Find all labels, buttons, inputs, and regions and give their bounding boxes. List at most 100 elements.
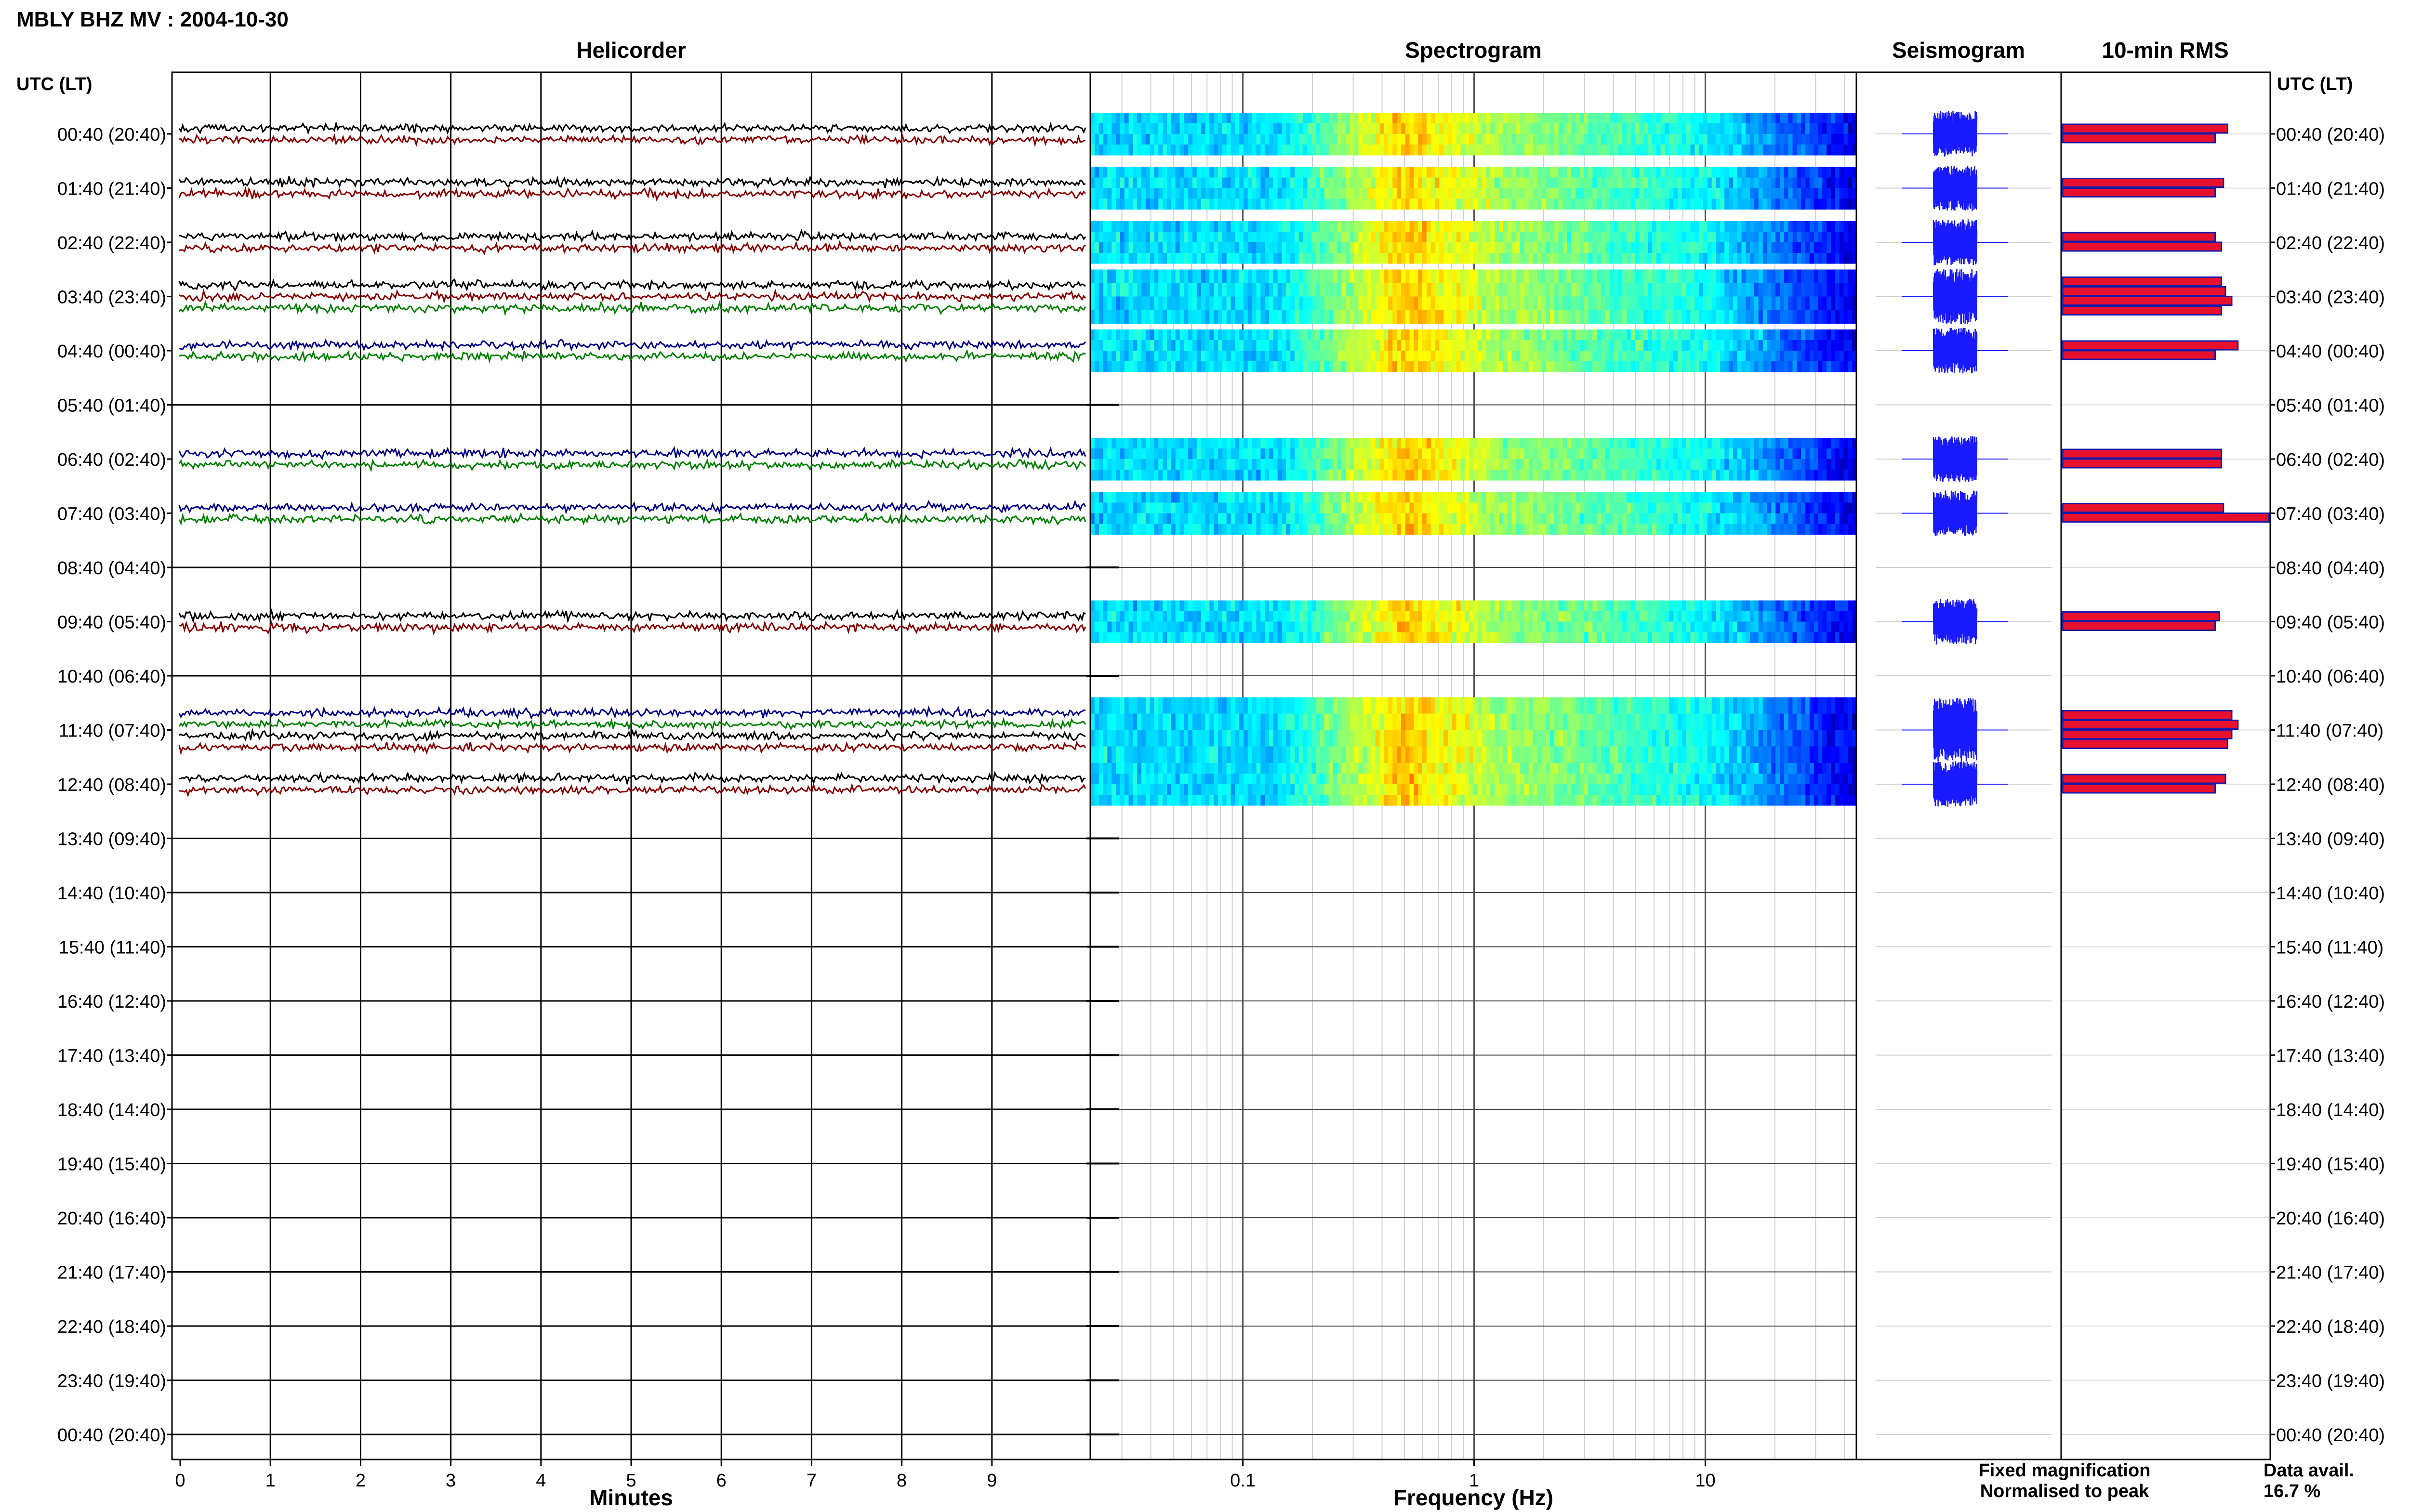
spectrogram-cell: [1652, 351, 1657, 362]
spectrogram-cell: [1295, 502, 1299, 514]
spectrogram-cell: [1307, 188, 1312, 199]
spectrogram-cell: [1805, 329, 1810, 341]
spectrogram-cell: [1307, 438, 1312, 449]
spectrogram-cell: [1116, 198, 1121, 210]
spectrogram-cell: [1116, 459, 1121, 470]
spectrogram-cell: [1771, 448, 1776, 460]
spectrogram-cell: [1397, 242, 1402, 253]
spectrogram-cell: [1333, 329, 1337, 341]
spectrogram-cell: [1503, 167, 1508, 178]
spectrogram-cell: [1094, 242, 1099, 253]
spectrogram-cell: [1469, 134, 1474, 145]
spectrogram-cell: [1852, 296, 1857, 311]
spectrogram-cell: [1733, 448, 1738, 460]
spectrogram-cell: [1741, 242, 1746, 253]
spectrogram-cell: [1835, 329, 1840, 341]
spectrogram-cell: [1244, 221, 1248, 232]
spectrogram-cell: [1298, 221, 1304, 232]
spectrogram-cell: [1711, 329, 1717, 341]
spectrogram-cell: [1145, 253, 1151, 264]
spectrogram-cell: [1499, 492, 1504, 503]
spectrogram-cell: [1541, 513, 1546, 525]
spectrogram-cell: [1652, 113, 1657, 124]
spectrogram-cell: [1346, 269, 1350, 284]
spectrogram-cell: [1282, 177, 1286, 189]
spectrogram-cell: [1750, 438, 1755, 449]
spectrogram-cell: [1397, 145, 1402, 156]
spectrogram-cell: [1184, 134, 1189, 145]
spectrogram-cell: [1746, 232, 1750, 243]
spectrogram-cell: [1269, 253, 1274, 264]
spectrogram-cell: [1401, 470, 1406, 481]
spectrogram-cell: [1762, 123, 1768, 134]
spectrogram-cell: [1426, 269, 1431, 284]
spectrogram-cell: [1337, 524, 1342, 535]
spectrogram-cell: [1256, 177, 1261, 189]
spectrogram-cell: [1448, 145, 1453, 156]
spectrogram-cell: [1848, 361, 1853, 372]
spectrogram-cell: [1124, 145, 1129, 156]
spectrogram-cell: [1116, 242, 1121, 253]
spectrogram-cell: [1222, 438, 1227, 449]
spectrogram-cell: [1729, 113, 1734, 124]
spectrogram-cell: [1252, 459, 1257, 470]
spectrogram-cell: [1511, 296, 1516, 311]
spectrogram-cell: [1269, 340, 1274, 351]
spectrogram-cell: [1673, 269, 1678, 284]
spectrogram-cell: [1439, 134, 1444, 145]
spectrogram-cell: [1256, 470, 1261, 481]
spectrogram-cell: [1537, 177, 1542, 189]
spectrogram-cell: [1418, 221, 1423, 232]
spectrogram-cell: [1507, 310, 1512, 324]
spectrogram-cell: [1784, 438, 1789, 449]
spectrogram-cell: [1201, 524, 1206, 535]
spectrogram-cell: [1273, 340, 1278, 351]
spectrogram-cell: [1435, 296, 1440, 311]
spectrogram-cell: [1511, 167, 1516, 178]
spectrogram-cell: [1669, 351, 1674, 362]
spectrogram-cell: [1460, 296, 1465, 311]
spectrogram-cell: [1443, 134, 1448, 145]
spectrogram-cell: [1295, 329, 1299, 341]
spectrogram-cell: [1112, 123, 1116, 134]
spectrogram-cell: [1558, 351, 1563, 362]
spectrogram-cell: [1524, 524, 1529, 535]
spectrogram-cell: [1154, 524, 1159, 535]
spectrogram-cell: [1379, 253, 1385, 264]
spectrogram-cell: [1771, 221, 1776, 232]
spectrogram-cell: [1163, 123, 1167, 134]
spectrogram-cell: [1094, 253, 1099, 264]
spectrogram-cell: [1375, 502, 1380, 514]
spectrogram-cell: [1711, 351, 1717, 362]
spectrogram-cell: [1486, 492, 1491, 503]
spectrogram-cell: [1133, 470, 1138, 481]
spectrogram-cell: [1818, 438, 1823, 449]
spectrogram-cell: [1124, 113, 1129, 124]
spectrogram-cell: [1388, 492, 1393, 503]
spectrogram-cell: [1222, 296, 1227, 311]
spectrogram-cell: [1771, 269, 1776, 284]
spectrogram-cell: [1618, 470, 1623, 481]
spectrogram-cell: [1443, 340, 1448, 351]
spectrogram-cell: [1316, 221, 1321, 232]
spectrogram-cell: [1150, 470, 1155, 481]
spectrogram-cell: [1758, 242, 1763, 253]
spectrogram-cell: [1852, 283, 1857, 297]
spectrogram-cell: [1711, 269, 1717, 284]
spectrogram-cell: [1154, 177, 1159, 189]
spectrogram-cell: [1469, 329, 1474, 341]
spectrogram-cell: [1495, 134, 1499, 145]
spectrogram-cell: [1273, 329, 1278, 341]
spectrogram-cell: [1465, 283, 1469, 297]
spectrogram-cell: [1141, 310, 1146, 324]
spectrogram-cell: [1465, 310, 1469, 324]
spectrogram-cell: [1414, 524, 1418, 535]
spectrogram-cell: [1681, 296, 1687, 311]
spectrogram-cell: [1754, 340, 1759, 351]
spectrogram-cell: [1341, 361, 1346, 372]
spectrogram-cell: [1379, 502, 1385, 514]
spectrogram-cell: [1145, 438, 1151, 449]
spectrogram-cell: [1171, 492, 1176, 503]
spectrogram-cell: [1827, 269, 1831, 284]
spectrogram-cell: [1307, 242, 1312, 253]
